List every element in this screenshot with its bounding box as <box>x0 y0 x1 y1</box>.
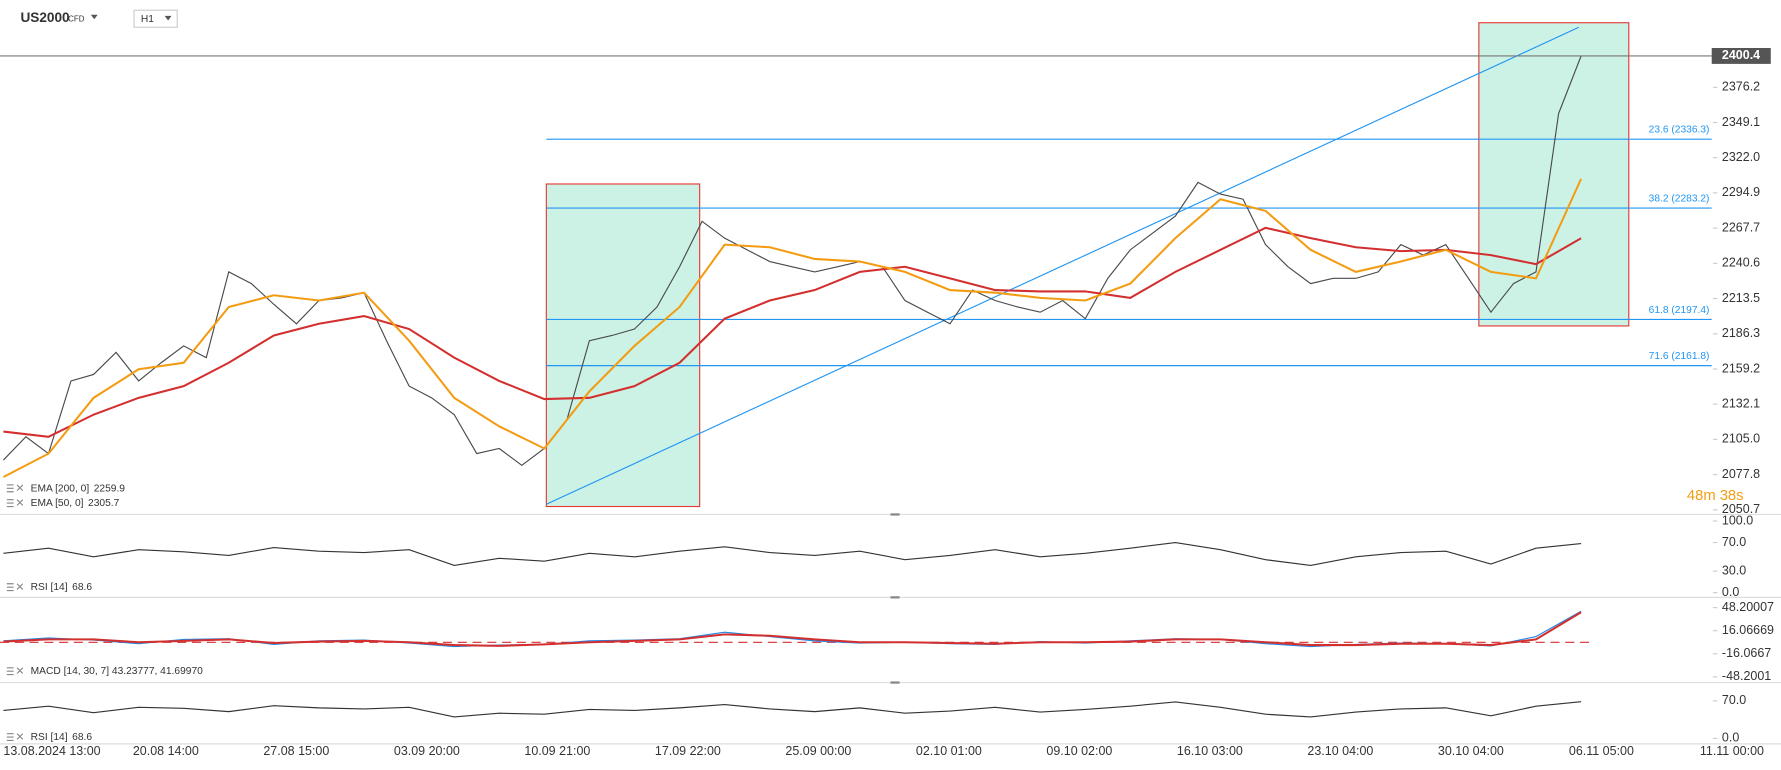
timeframe[interactable]: H1 <box>141 14 154 25</box>
range-box[interactable] <box>1478 22 1630 327</box>
legend-close <box>16 733 24 740</box>
x-tick-label: 23.10 04:00 <box>1307 744 1373 758</box>
y-tick-label: 2132.1 <box>1722 396 1760 410</box>
trend-line[interactable] <box>546 26 1580 505</box>
series-line <box>3 541 1582 567</box>
countdown: 48m 38s <box>1687 488 1744 504</box>
legend-icon <box>6 583 14 592</box>
legend-entry: RSI [14] 68.6 <box>31 582 93 593</box>
legend-entry: RSI [14] 68.6 <box>31 732 93 743</box>
x-tick-label: 17.09 22:00 <box>655 744 721 758</box>
range-box[interactable] <box>545 183 701 508</box>
legend-name: EMA [200, 0] <box>31 483 90 494</box>
y-tick-label: 2240.6 <box>1722 256 1760 270</box>
y-tick-label: 2322.0 <box>1722 150 1760 164</box>
y-tick-label: 16.06669 <box>1722 623 1774 637</box>
series-line <box>2 55 1582 467</box>
legend-value: 68.6 <box>72 582 92 593</box>
x-tick-label: 13.08.2024 13:00 <box>3 744 100 758</box>
legend-name: RSI [14] <box>31 582 68 593</box>
y-tick-label: 2186.3 <box>1722 326 1760 340</box>
symbol-type: CFD <box>68 14 85 23</box>
legend-icon <box>6 667 14 676</box>
x-tick-label: 02.10 01:00 <box>916 744 982 758</box>
symbol[interactable]: US2000 <box>20 10 70 25</box>
legend-icon <box>6 484 14 493</box>
x-tick-label: 06.11 05:00 <box>1569 744 1634 758</box>
timeframe-box[interactable] <box>133 9 178 28</box>
legend-close <box>16 484 24 492</box>
legend-close <box>16 667 24 674</box>
current-price-tag <box>1711 47 1771 64</box>
legend-icon <box>6 499 14 508</box>
y-tick-label: 100.0 <box>1722 513 1753 527</box>
legend-entry: EMA [50, 0] 2305.7 <box>31 498 120 509</box>
fib-label: 38.2 (2283.2) <box>1649 194 1710 205</box>
symbol-dropdown[interactable] <box>90 14 98 20</box>
fib-label: 71.6 (2161.8) <box>1649 351 1710 362</box>
legend-entry: EMA [200, 0] 2259.9 <box>31 483 126 494</box>
legend-entry: MACD [14, 30, 7] 43.23777, 41.69970 <box>31 666 203 677</box>
legend-value: 68.6 <box>72 732 92 743</box>
legend-value: 2259.9 <box>94 483 126 494</box>
y-tick-label: 2213.5 <box>1722 291 1760 305</box>
y-tick-label: 2349.1 <box>1722 115 1760 129</box>
y-tick-label: 2050.7 <box>1722 502 1760 516</box>
x-tick-label: 16.10 03:00 <box>1177 744 1243 758</box>
x-tick-label: 30.10 04:00 <box>1438 744 1504 758</box>
y-tick-label: 2159.2 <box>1722 361 1760 375</box>
legend-name: RSI [14] <box>31 732 68 743</box>
legend-name: EMA [50, 0] <box>31 498 84 509</box>
legend-value: 2305.7 <box>88 498 120 509</box>
x-tick-label: 03.09 20:00 <box>394 744 460 758</box>
x-tick-label: 10.09 21:00 <box>524 744 590 758</box>
legend-close <box>16 583 24 590</box>
series-line <box>3 701 1582 718</box>
y-tick-label: 2105.0 <box>1722 432 1760 446</box>
y-tick-label: -48.2001 <box>1722 669 1771 683</box>
x-tick-label: 25.09 00:00 <box>785 744 851 758</box>
y-tick-label: -16.0667 <box>1722 646 1771 660</box>
y-tick-label: 30.0 <box>1722 563 1746 577</box>
y-tick-label: 2376.2 <box>1722 80 1760 94</box>
y-tick-label: 2077.8 <box>1722 467 1760 481</box>
x-tick-label: 20.08 14:00 <box>133 744 199 758</box>
legend-close <box>16 499 24 506</box>
fib-label: 61.8 (2197.4) <box>1649 305 1710 316</box>
y-tick-label: 70.0 <box>1722 693 1746 707</box>
x-tick-label: 11.11 00:00 <box>1700 744 1764 758</box>
x-tick-label: 09.10 02:00 <box>1046 744 1112 758</box>
series-line <box>2 178 1583 478</box>
y-tick-label: 0.0 <box>1722 731 1739 745</box>
current-price: 2400.4 <box>1722 48 1760 62</box>
series-line <box>3 611 1582 647</box>
series-line <box>3 226 1582 438</box>
timeframe-dropdown[interactable] <box>164 15 172 21</box>
legend-icon <box>6 733 14 742</box>
y-tick-label: 2294.9 <box>1722 185 1760 199</box>
x-tick-label: 27.08 15:00 <box>263 744 329 758</box>
fib-label: 23.6 (2336.3) <box>1649 125 1710 136</box>
y-tick-label: 0.0 <box>1722 585 1739 599</box>
y-tick-label: 70.0 <box>1722 535 1746 549</box>
y-tick-label: 2267.7 <box>1722 220 1760 234</box>
y-tick-label: 48.20007 <box>1722 600 1774 614</box>
